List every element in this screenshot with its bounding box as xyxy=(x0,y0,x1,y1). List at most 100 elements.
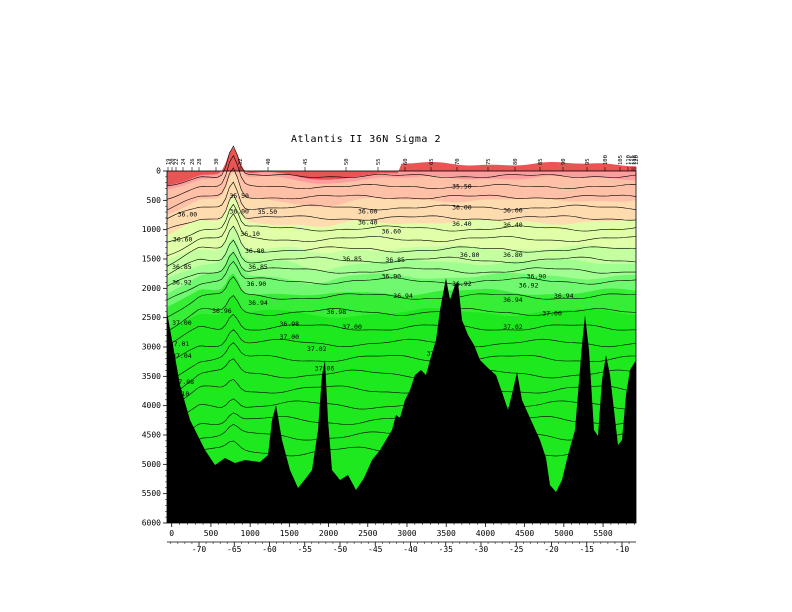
x-tick-label-9: 4500 xyxy=(515,529,534,538)
contour-line-5 xyxy=(166,203,637,243)
contour-line-11 xyxy=(166,276,636,318)
contour-label-41: 37.04 xyxy=(172,352,192,360)
x-tick-label-10: 5000 xyxy=(554,529,573,538)
y-tick-label-7: 3500 xyxy=(142,372,161,381)
lon-tick-label-1: -65 xyxy=(227,545,242,554)
station-label-10: 50 xyxy=(344,158,350,165)
contour-line-18 xyxy=(166,398,637,426)
contour-label-0: 35.50 xyxy=(452,182,472,190)
contour-label-15: 36.85 xyxy=(342,255,362,263)
contour-label-30: 36.94 xyxy=(248,299,268,307)
station-label-21: 105 xyxy=(618,155,624,165)
lon-tick-label-8: -30 xyxy=(474,545,489,554)
contour-label-34: 36.98 xyxy=(280,320,300,328)
contour-label-12: 36.10 xyxy=(240,230,260,238)
contour-label-44: 37.08 xyxy=(175,378,195,386)
contour-label-10: 36.40 xyxy=(503,221,523,229)
y-tick-label-2: 1000 xyxy=(142,225,161,234)
x-tick-label-0: 0 xyxy=(169,529,174,538)
chart-title: Atlantis II 36N Sigma 2 xyxy=(291,134,441,145)
contour-label-11: 36.60 xyxy=(382,227,402,235)
contour-label-27: 36.94 xyxy=(393,292,413,300)
contour-label-14: 36.80 xyxy=(245,247,265,255)
contour-label-1: 35.50 xyxy=(229,192,249,200)
contour-label-29: 36.94 xyxy=(554,292,574,300)
contour-label-16: 36.85 xyxy=(385,256,405,264)
station-label-3: 24 xyxy=(181,158,187,165)
x-tick-label-7: 3500 xyxy=(437,529,456,538)
contour-line-14 xyxy=(166,329,637,364)
contour-line-7 xyxy=(166,225,637,267)
contour-label-20: 36.85 xyxy=(248,263,268,271)
station-label-7: 32 xyxy=(238,158,244,165)
contour-line-1 xyxy=(166,154,637,200)
y-tick-label-1: 500 xyxy=(147,196,162,205)
lon-tick-label-3: -55 xyxy=(298,545,313,554)
x-tick-label-5: 2500 xyxy=(358,529,377,538)
contour-label-26: 36.92 xyxy=(519,281,539,289)
lon-tick-label-4: -50 xyxy=(333,545,348,554)
y-tick-label-4: 2000 xyxy=(142,284,161,293)
station-label-15: 75 xyxy=(486,158,492,165)
station-label-4: 26 xyxy=(190,158,196,165)
axes: 0500100015002000250030003500400045005000… xyxy=(142,155,640,554)
contour-label-2: 36.00 xyxy=(178,210,198,218)
station-label-19: 95 xyxy=(585,158,591,165)
contour-label-35: 37.00 xyxy=(342,323,362,331)
contour-label-3: 36.00 xyxy=(229,208,249,216)
station-label-20: 100 xyxy=(603,155,609,165)
lon-tick-label-5: -45 xyxy=(368,545,383,554)
contour-label-37: 37.00 xyxy=(542,310,562,318)
x-tick-label-3: 1500 xyxy=(280,529,299,538)
contour-label-32: 36.98 xyxy=(327,308,347,316)
contour-label-9: 36.40 xyxy=(452,220,472,228)
contour-label-21: 36.90 xyxy=(382,273,402,281)
contour-line-15 xyxy=(166,342,636,384)
station-label-1: 20 xyxy=(170,158,176,165)
x-tick-label-2: 1000 xyxy=(241,529,260,538)
contour-label-24: 36.90 xyxy=(247,280,267,288)
contour-line-12 xyxy=(166,294,637,332)
contour-label-6: 36.00 xyxy=(452,203,472,211)
station-label-8: 40 xyxy=(266,158,272,165)
y-tick-label-9: 4500 xyxy=(142,431,161,440)
contour-label-22: 36.90 xyxy=(527,273,547,281)
station-label-18: 90 xyxy=(561,158,567,165)
y-tick-label-10: 5000 xyxy=(142,460,161,469)
contour-line-10 xyxy=(166,260,637,301)
station-label-24: 118 xyxy=(632,155,638,165)
bathymetry-fill xyxy=(167,278,636,523)
station-label-0: 19 xyxy=(166,158,172,165)
contour-label-39: 37.01 xyxy=(170,340,190,348)
contour-label-45: 37.10 xyxy=(170,390,190,398)
station-label-2: 22 xyxy=(174,158,180,165)
y-tick-label-12: 6000 xyxy=(142,519,161,528)
contour-line-6 xyxy=(166,213,637,257)
contour-label-13: 36.60 xyxy=(173,236,193,244)
station-label-11: 55 xyxy=(376,158,382,165)
contour-line-2 xyxy=(166,167,637,211)
lon-tick-label-10: -20 xyxy=(544,545,559,554)
bathymetry-silhouette xyxy=(167,278,636,523)
lon-tick-label-2: -60 xyxy=(262,545,277,554)
x-tick-label-11: 5500 xyxy=(593,529,612,538)
y-tick-label-5: 2500 xyxy=(142,313,161,322)
contour-line-16 xyxy=(166,358,637,401)
contour-line-4 xyxy=(166,194,637,230)
station-label-17: 85 xyxy=(538,158,544,165)
lon-tick-label-9: -25 xyxy=(509,545,524,554)
contour-label-31: 36.96 xyxy=(212,307,232,315)
x-tick-label-6: 3000 xyxy=(397,529,416,538)
lon-tick-label-6: -40 xyxy=(403,545,418,554)
fill-band-1 xyxy=(167,171,636,215)
contour-line-17 xyxy=(166,379,637,413)
contour-label-19: 36.85 xyxy=(172,263,192,271)
station-label-14: 70 xyxy=(455,158,461,165)
contour-label-28: 36.94 xyxy=(503,296,523,304)
contour-label-7: 36.00 xyxy=(503,206,523,214)
contour-label-5: 36.00 xyxy=(358,208,378,216)
contour-label-8: 36.40 xyxy=(358,219,378,227)
contour-label-38: 37.00 xyxy=(280,333,300,341)
contour-line-3 xyxy=(166,181,637,220)
contour-line-8 xyxy=(166,239,637,276)
